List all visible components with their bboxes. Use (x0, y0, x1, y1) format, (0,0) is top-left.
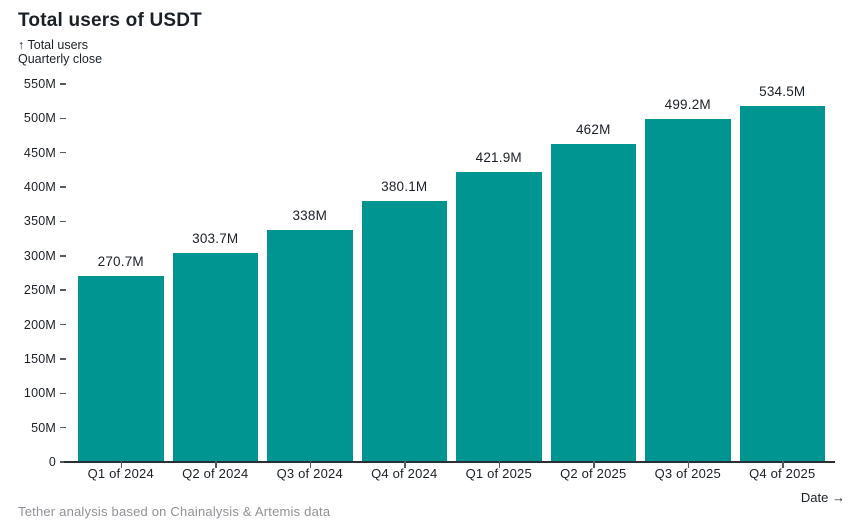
x-tick-label: Q2 of 2025 (560, 466, 627, 481)
y-tick-mark (60, 186, 66, 188)
bar-value-label: 338M (292, 207, 328, 223)
y-axis-title-line2: Quarterly close (18, 52, 103, 66)
bar-column: 462M (550, 84, 636, 462)
y-tick: 200M (0, 318, 66, 332)
y-tick-label: 300M (23, 248, 56, 263)
y-tick-label: 550M (23, 77, 56, 91)
x-tick-label: Q4 of 2024 (371, 466, 438, 481)
x-tick-label: Q2 of 2024 (182, 466, 249, 481)
y-tick: 350M (0, 214, 66, 228)
bar-value-label: 499.2M (664, 96, 711, 112)
bar-column: 499.2M (645, 84, 731, 462)
bar (267, 229, 353, 462)
bar-column: 534.5M (739, 84, 825, 462)
bar-value-label: 380.1M (381, 178, 428, 194)
y-tick-label: 450M (23, 145, 56, 160)
x-tick-mark (593, 461, 595, 468)
x-axis-caption: Date → (800, 490, 845, 505)
y-tick-label: 350M (23, 214, 56, 229)
y-tick-mark (60, 83, 66, 85)
y-tick: 500M (0, 111, 66, 125)
x-tick-mark (215, 461, 217, 468)
y-axis-title: ↑ Total users Quarterly close (18, 38, 102, 66)
y-tick-mark (60, 151, 66, 154)
x-tick-mark (309, 461, 312, 468)
y-tick-label: 0 (48, 455, 56, 469)
bar-column: 270.7M (78, 84, 164, 462)
y-axis-title-line1: ↑ Total users (18, 38, 88, 52)
y-tick-label: 50M (31, 420, 56, 435)
y-tick: 400M (0, 180, 66, 194)
y-tick-label: 150M (23, 351, 56, 366)
chart-title: Total users of USDT (18, 10, 202, 31)
bar (739, 106, 825, 462)
y-tick-mark (60, 289, 66, 291)
x-tick-mark (782, 461, 784, 468)
x-tick-label: Q1 of 2025 (465, 466, 532, 481)
bar (361, 200, 447, 462)
x-tick-mark (687, 461, 690, 468)
bar-value-label: 303.7M (192, 231, 239, 247)
y-tick-mark (60, 392, 66, 395)
x-tick-label: Q3 of 2025 (654, 466, 721, 481)
bar-column: 338M (267, 84, 353, 462)
bar-column: 303.7M (172, 84, 258, 462)
bar-column: 421.9M (456, 84, 542, 462)
y-tick: 550M (0, 77, 66, 91)
y-tick-label: 500M (23, 111, 56, 126)
bar (456, 172, 542, 462)
bar-value-label: 534.5M (759, 84, 806, 99)
x-tick-label: Q3 of 2024 (276, 466, 343, 481)
y-tick: 150M (0, 352, 66, 366)
x-tick-label: Q1 of 2024 (87, 466, 154, 481)
bar-value-label: 462M (575, 122, 611, 138)
y-axis: 0 50M 100M 150M 200M 250M 300M 350M 400M 450M 500M… (0, 77, 66, 469)
y-tick-label: 200M (23, 317, 56, 332)
y-tick: 450M (0, 146, 66, 160)
bar (550, 144, 636, 462)
y-tick-mark (60, 117, 66, 120)
y-tick-mark (60, 358, 66, 360)
y-tick: 300M (0, 249, 66, 263)
x-tick-mark (498, 461, 501, 468)
bar (645, 118, 731, 462)
y-tick-mark (60, 461, 66, 463)
x-axis-labels: Q1 of 2024 Q2 of 2024 Q3 of 2024 Q4 of 2024… (78, 466, 825, 481)
bar-value-label: 270.7M (97, 253, 144, 269)
plot-area: 270.7M 303.7M 338M 380.1M 421.9M 462M 499.2M 53… (68, 84, 835, 462)
y-tick-mark (60, 255, 66, 257)
y-tick-mark (60, 323, 66, 326)
source-note: Tether analysis based on Chainalysis & A… (18, 504, 331, 519)
bar-value-label: 421.9M (475, 150, 522, 166)
y-tick: 0 (0, 455, 66, 469)
y-tick: 250M (0, 283, 66, 297)
y-tick-label: 400M (23, 180, 56, 195)
y-tick-label: 250M (23, 283, 56, 298)
y-tick: 100M (0, 386, 66, 400)
x-axis-line (64, 461, 835, 463)
bar-series: 270.7M 303.7M 338M 380.1M 421.9M 462M 499.2M 53… (78, 84, 825, 462)
y-tick-mark (60, 426, 66, 429)
y-tick-mark (60, 220, 66, 223)
y-tick-label: 100M (23, 386, 56, 401)
bar (78, 275, 164, 462)
x-tick-mark (404, 461, 406, 468)
y-tick: 50M (0, 421, 66, 435)
x-tick-label: Q4 of 2025 (749, 466, 816, 481)
x-tick-mark (120, 461, 123, 468)
bar-column: 380.1M (361, 84, 447, 462)
bar (172, 253, 258, 462)
